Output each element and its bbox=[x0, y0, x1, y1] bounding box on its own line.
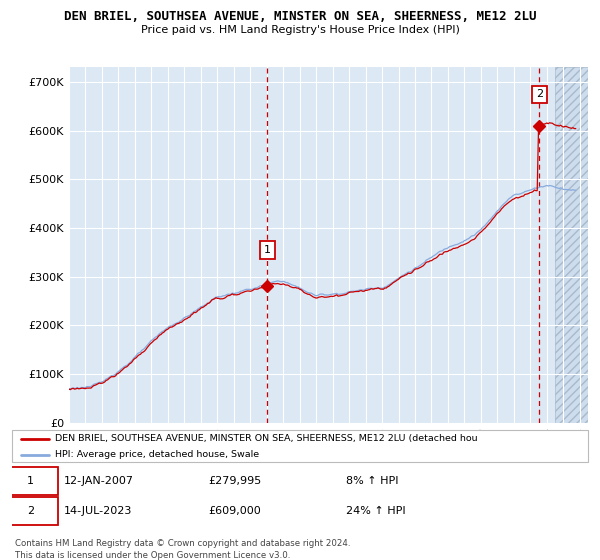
Bar bbox=[555, 67, 588, 423]
Text: 24% ↑ HPI: 24% ↑ HPI bbox=[346, 506, 406, 516]
Text: £279,995: £279,995 bbox=[208, 476, 261, 486]
Text: DEN BRIEL, SOUTHSEA AVENUE, MINSTER ON SEA, SHEERNESS, ME12 2LU: DEN BRIEL, SOUTHSEA AVENUE, MINSTER ON S… bbox=[64, 10, 536, 23]
FancyBboxPatch shape bbox=[12, 430, 588, 462]
Text: 2: 2 bbox=[27, 506, 34, 516]
Text: HPI: Average price, detached house, Swale: HPI: Average price, detached house, Swal… bbox=[55, 450, 259, 459]
Text: 1: 1 bbox=[27, 476, 34, 486]
Text: 14-JUL-2023: 14-JUL-2023 bbox=[64, 506, 132, 516]
Text: £609,000: £609,000 bbox=[208, 506, 260, 516]
Text: 1: 1 bbox=[264, 245, 271, 255]
Text: Contains HM Land Registry data © Crown copyright and database right 2024.
This d: Contains HM Land Registry data © Crown c… bbox=[15, 539, 350, 559]
FancyBboxPatch shape bbox=[4, 497, 58, 525]
Text: 2: 2 bbox=[536, 90, 543, 100]
Text: DEN BRIEL, SOUTHSEA AVENUE, MINSTER ON SEA, SHEERNESS, ME12 2LU (detached hou: DEN BRIEL, SOUTHSEA AVENUE, MINSTER ON S… bbox=[55, 434, 478, 443]
FancyBboxPatch shape bbox=[4, 466, 58, 495]
Text: 8% ↑ HPI: 8% ↑ HPI bbox=[346, 476, 398, 486]
Text: Price paid vs. HM Land Registry's House Price Index (HPI): Price paid vs. HM Land Registry's House … bbox=[140, 25, 460, 35]
Text: 12-JAN-2007: 12-JAN-2007 bbox=[64, 476, 134, 486]
